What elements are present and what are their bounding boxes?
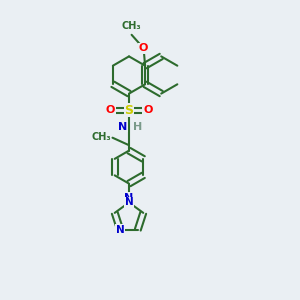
- Text: O: O: [105, 105, 115, 115]
- Text: S: S: [124, 103, 134, 117]
- Text: N: N: [118, 122, 127, 132]
- Text: O: O: [139, 43, 148, 53]
- Text: CH₃: CH₃: [92, 132, 111, 142]
- Text: CH₃: CH₃: [122, 21, 141, 31]
- Text: N: N: [124, 197, 134, 208]
- Text: O: O: [143, 105, 153, 115]
- Text: N: N: [116, 225, 124, 235]
- Text: N: N: [124, 193, 134, 203]
- Text: H: H: [133, 122, 142, 132]
